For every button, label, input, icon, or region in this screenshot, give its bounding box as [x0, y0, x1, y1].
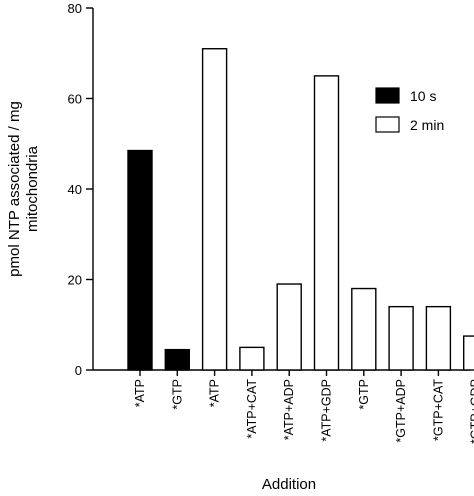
- x-category-label: *ATP+ADP: [282, 379, 296, 440]
- x-category-label: *GTP+GDP: [469, 379, 474, 444]
- y-tick-label: 80: [68, 1, 82, 16]
- legend-swatch-10s: [375, 87, 400, 104]
- x-category-label: *ATP+CAT: [245, 379, 259, 439]
- y-axis-title-line-2: mitochondria: [24, 145, 41, 232]
- x-category-label: *GTP+CAT: [431, 379, 445, 441]
- legend-label-2min: 2 min: [410, 117, 444, 133]
- bar: [276, 283, 302, 371]
- x-category-labels: *ATP *GTP *ATP *ATP+CAT *ATP+ADP *ATP+GDP *GTP…: [133, 370, 474, 444]
- y-tick-label: 40: [68, 182, 82, 197]
- bar: [463, 335, 474, 371]
- legend-swatch-2min: [375, 116, 400, 133]
- y-tick-label: 60: [68, 92, 82, 107]
- bar: [164, 348, 191, 371]
- x-category-label: *ATP: [133, 379, 147, 407]
- bars: [127, 48, 474, 371]
- y-ticks: 0 20 40 60 80: [68, 1, 93, 378]
- bar: [351, 287, 377, 371]
- x-category-label: *GTP: [170, 379, 184, 410]
- x-axis-title: Addition: [262, 476, 316, 493]
- bar: [388, 305, 414, 371]
- y-tick-label: 20: [68, 273, 82, 288]
- y-axis-title-line-1: pmol NTP associated / mg: [6, 101, 23, 277]
- bar: [127, 149, 153, 371]
- x-category-label: *GTP: [357, 379, 371, 410]
- x-category-label: *ATP: [208, 379, 222, 407]
- bar: [201, 48, 228, 371]
- x-category-label: *GTP+ADP: [394, 379, 408, 443]
- bar: [239, 346, 265, 371]
- bar: [313, 75, 340, 371]
- x-category-label: *ATP+GDP: [320, 379, 334, 442]
- bar: [425, 305, 452, 371]
- legend-label-10s: 10 s: [410, 88, 436, 104]
- legend: 10 s 2 min: [375, 87, 444, 133]
- y-tick-label: 0: [75, 363, 82, 378]
